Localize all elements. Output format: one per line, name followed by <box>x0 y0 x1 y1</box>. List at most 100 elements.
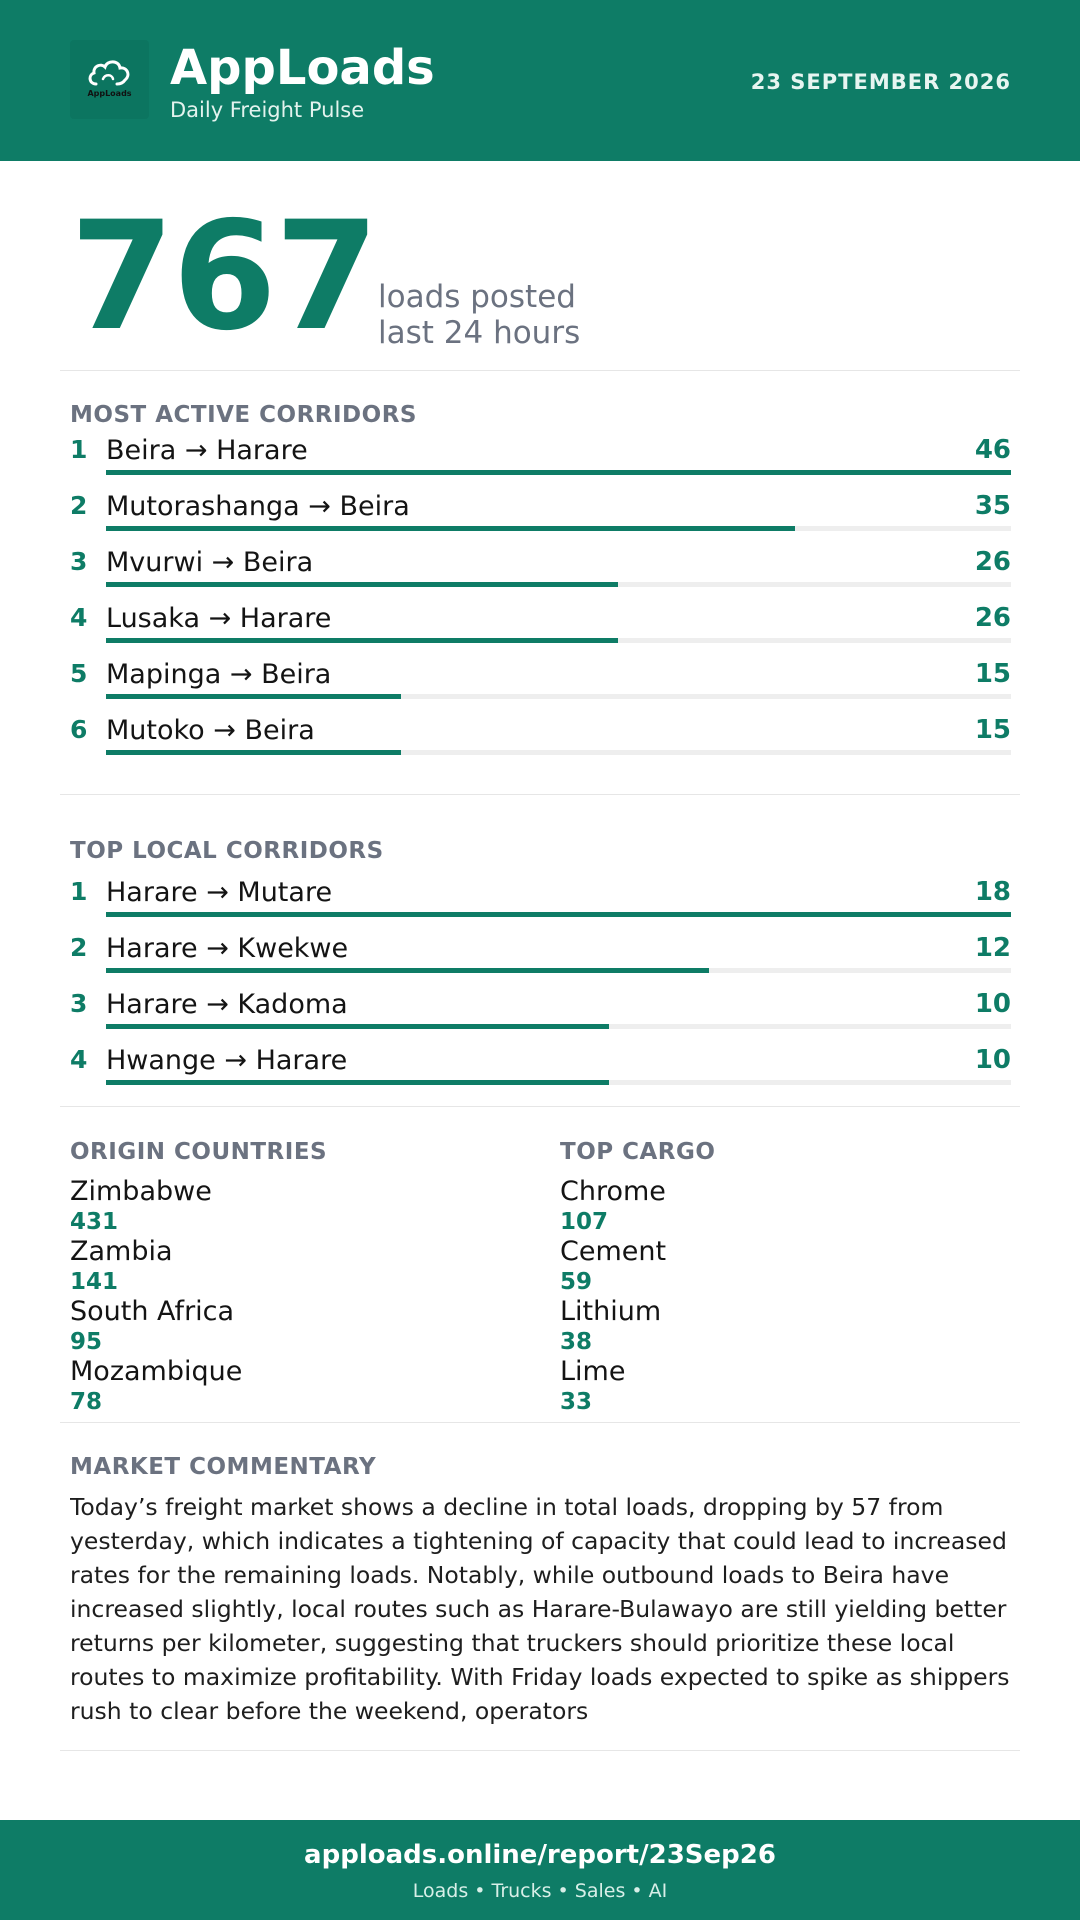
list-item-value: 59 <box>560 1269 593 1295</box>
list-item-name: South Africa <box>70 1296 235 1327</box>
list-item-name: Zambia <box>70 1236 173 1267</box>
report-link[interactable]: apploads.online/report/23Sep26 <box>304 1840 776 1870</box>
corridor-row: 4 Hwange → Harare 10 <box>70 1047 1011 1103</box>
corridor-row: 5 Mapinga → Beira 15 <box>70 661 1011 717</box>
hero-label-line2: last 24 hours <box>378 315 581 351</box>
footer-bar: apploads.online/report/23Sep26 Loads • T… <box>0 1820 1080 1920</box>
commentary-text: Today’s freight market shows a decline i… <box>70 1493 1010 1725</box>
divider <box>60 370 1020 371</box>
corridor-bar <box>106 1024 609 1029</box>
corridor-bar-track <box>106 470 1011 475</box>
top-cargo-list: Chrome 107 Cement 59 Lithium 38 Lime 33 <box>560 1177 980 1417</box>
corridor-route: Harare → Kwekwe <box>106 933 349 964</box>
corridor-row: 6 Mutoko → Beira 15 <box>70 717 1011 773</box>
section-title-active-corridors: MOST ACTIVE CORRIDORS <box>70 402 417 428</box>
corridor-bar <box>106 694 402 699</box>
corridor-bar-track <box>106 912 1011 917</box>
corridor-bar <box>106 1080 609 1085</box>
corridor-rank: 3 <box>70 989 88 1018</box>
cloud-icon <box>88 60 130 86</box>
footer-tagline: Loads • Trucks • Sales • AI <box>412 1880 668 1902</box>
list-item-value: 95 <box>70 1329 103 1355</box>
corridor-count: 18 <box>974 877 1011 907</box>
list-item-name: Mozambique <box>70 1356 243 1387</box>
corridor-bar <box>106 582 618 587</box>
divider <box>60 1422 1020 1423</box>
corridor-count: 46 <box>974 435 1011 465</box>
logo-text: AppLoads <box>87 89 132 98</box>
list-item-value: 38 <box>560 1329 593 1355</box>
list-item-value: 78 <box>70 1389 103 1415</box>
corridor-row: 3 Mvurwi → Beira 26 <box>70 549 1011 605</box>
header-bar: AppLoads AppLoads Daily Freight Pulse 23… <box>0 0 1080 161</box>
corridor-row: 2 Mutorashanga → Beira 35 <box>70 493 1011 549</box>
corridor-rank: 4 <box>70 603 88 632</box>
corridor-bar <box>106 968 710 973</box>
corridor-bar <box>106 912 1011 917</box>
list-item-value: 107 <box>560 1209 609 1235</box>
corridor-bar-track <box>106 582 1011 587</box>
corridor-bar <box>106 750 402 755</box>
corridor-bar-track <box>106 750 1011 755</box>
corridor-count: 10 <box>974 989 1011 1019</box>
hero-label-line1: loads posted <box>378 279 576 315</box>
corridor-route: Beira → Harare <box>106 435 308 466</box>
corridor-rank: 2 <box>70 933 88 962</box>
list-item-name: Lithium <box>560 1296 662 1327</box>
list-item-name: Zimbabwe <box>70 1176 212 1207</box>
divider <box>60 794 1020 795</box>
corridor-rank: 6 <box>70 715 88 744</box>
corridor-count: 26 <box>974 547 1011 577</box>
corridor-rank: 4 <box>70 1045 88 1074</box>
corridor-bar-track <box>106 694 1011 699</box>
divider <box>60 1106 1020 1107</box>
list-item-name: Cement <box>560 1236 667 1267</box>
corridor-rank: 2 <box>70 491 88 520</box>
corridor-bar-track <box>106 526 1011 531</box>
brand-logo[interactable]: AppLoads <box>70 40 149 119</box>
loads-posted-value: 767 <box>70 190 379 364</box>
list-item-name: Chrome <box>560 1176 666 1207</box>
corridor-rank: 1 <box>70 877 88 906</box>
list-item-value: 33 <box>560 1389 593 1415</box>
corridor-bar-track <box>106 1024 1011 1029</box>
corridor-route: Mutorashanga → Beira <box>106 491 410 522</box>
corridor-row: 1 Harare → Mutare 18 <box>70 879 1011 935</box>
corridor-bar-track <box>106 968 1011 973</box>
corridor-count: 15 <box>974 715 1011 745</box>
corridor-count: 35 <box>974 491 1011 521</box>
corridor-route: Mapinga → Beira <box>106 659 332 690</box>
corridor-route: Mutoko → Beira <box>106 715 315 746</box>
corridor-route: Harare → Kadoma <box>106 989 348 1020</box>
corridor-row: 3 Harare → Kadoma 10 <box>70 991 1011 1047</box>
corridor-row: 2 Harare → Kwekwe 12 <box>70 935 1011 991</box>
section-title-local-corridors: TOP LOCAL CORRIDORS <box>70 838 384 864</box>
section-title-commentary: MARKET COMMENTARY <box>70 1454 377 1480</box>
brand-name: AppLoads <box>170 40 435 96</box>
corridor-count: 12 <box>974 933 1011 963</box>
corridor-bar <box>106 526 795 531</box>
section-title-top-cargo: TOP CARGO <box>560 1139 716 1165</box>
corridor-count: 10 <box>974 1045 1011 1075</box>
corridor-route: Lusaka → Harare <box>106 603 332 634</box>
brand-subtitle: Daily Freight Pulse <box>170 98 365 122</box>
report-date: 23 SEPTEMBER 2026 <box>750 70 1011 94</box>
corridor-rank: 5 <box>70 659 88 688</box>
list-item-value: 431 <box>70 1209 119 1235</box>
list-item-name: Lime <box>560 1356 626 1387</box>
corridor-row: 4 Lusaka → Harare 26 <box>70 605 1011 661</box>
list-item-value: 141 <box>70 1269 119 1295</box>
corridor-bar-track <box>106 638 1011 643</box>
corridor-count: 26 <box>974 603 1011 633</box>
corridor-route: Harare → Mutare <box>106 877 333 908</box>
corridor-rank: 3 <box>70 547 88 576</box>
divider <box>60 1750 1020 1751</box>
corridor-row: 1 Beira → Harare 46 <box>70 437 1011 493</box>
corridor-route: Hwange → Harare <box>106 1045 348 1076</box>
corridor-route: Mvurwi → Beira <box>106 547 314 578</box>
corridor-bar <box>106 638 618 643</box>
corridor-rank: 1 <box>70 435 88 464</box>
corridor-bar <box>106 470 1011 475</box>
origin-countries-list: Zimbabwe 431 Zambia 141 South Africa 95 Mozamb… <box>70 1177 490 1417</box>
corridor-bar-track <box>106 1080 1011 1085</box>
